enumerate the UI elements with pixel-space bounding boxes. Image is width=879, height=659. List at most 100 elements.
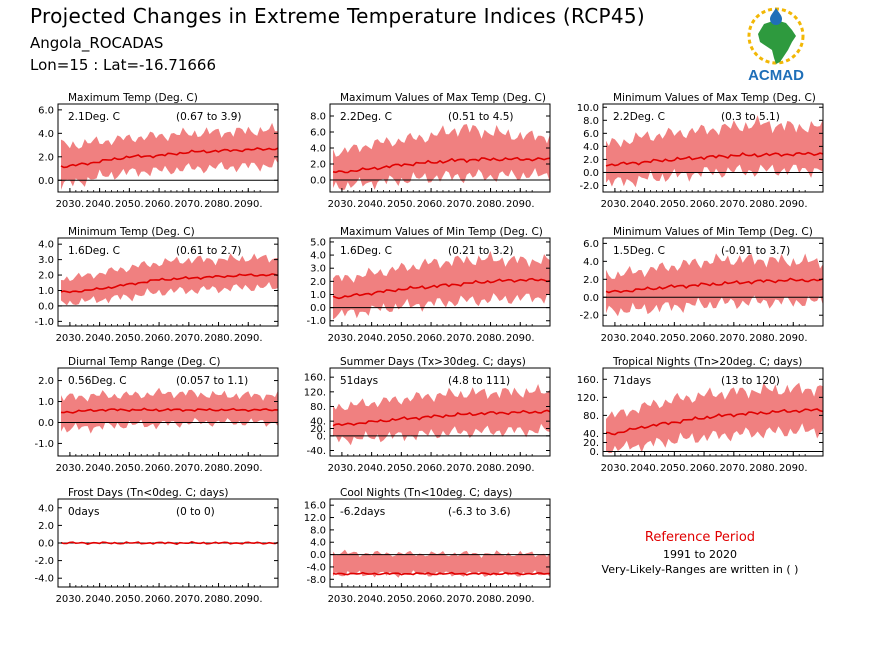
- x-tick-label: 2080.: [204, 199, 233, 210]
- change-value-label: 2.2Deg. C: [340, 111, 392, 123]
- x-tick-label: 2080.: [749, 199, 778, 210]
- reference-period-years: 1991 to 2020: [662, 548, 738, 561]
- uncertainty-band: [606, 382, 823, 454]
- x-tick-label: 2040.: [630, 333, 659, 344]
- x-tick-label: 2030.: [56, 463, 85, 474]
- y-tick-label: 40.: [583, 429, 599, 440]
- plot-frame: [57, 367, 279, 457]
- x-tick-label: 2050.: [115, 199, 144, 210]
- x-tick-label: 2030.: [328, 594, 357, 605]
- plot-frame: [602, 103, 824, 193]
- very-likely-range-label: (0.67 to 3.9): [176, 111, 242, 123]
- x-tick-label: 2050.: [115, 333, 144, 344]
- x-tick-label: 2050.: [660, 199, 689, 210]
- x-tick-label: 2060.: [145, 333, 174, 344]
- chart-panel-2: 8.0 6.0 4.0 2.0 0.0 2030. 2040. 2050. 2060. 2070.…: [310, 92, 551, 210]
- x-tick-label: 2060.: [417, 333, 446, 344]
- y-tick-label: 0.0: [38, 539, 54, 550]
- x-tick-label: 2050.: [387, 594, 416, 605]
- y-tick-label: 0.0: [310, 303, 326, 314]
- change-value-label: -6.2days: [340, 506, 385, 518]
- y-tick-label: 0.0: [583, 168, 599, 179]
- y-tick-label: 2.0: [38, 271, 54, 282]
- y-tick-label: 12.0: [304, 513, 326, 524]
- acmad-logo: ACMAD: [747, 7, 805, 84]
- y-tick-label: 0.0: [38, 418, 54, 429]
- x-tick-label: 2080.: [476, 199, 505, 210]
- median-change-line: [332, 156, 551, 174]
- x-tick-label: 2060.: [145, 199, 174, 210]
- change-value-label: 2.1Deg. C: [68, 111, 120, 123]
- y-tick-label: 0.0: [38, 176, 54, 187]
- plot-frame: [57, 237, 279, 327]
- plot-frame: [329, 367, 551, 457]
- y-tick-label: 3.0: [310, 264, 326, 275]
- change-value-label: 51days: [340, 375, 378, 387]
- water-drop-icon: [770, 8, 782, 25]
- y-tick-label: -2.0: [579, 311, 599, 322]
- very-likely-range-label: (0.3 to 5.1): [721, 111, 780, 123]
- x-tick-label: 2090.: [779, 199, 808, 210]
- y-tick-label: 1.0: [310, 290, 326, 301]
- chart-title: Maximum Values of Max Temp (Deg. C): [340, 92, 546, 104]
- x-tick-label: 2080.: [476, 463, 505, 474]
- y-tick-label: 1.0: [38, 286, 54, 297]
- x-tick-label: 2090.: [234, 333, 263, 344]
- x-tick-label: 2060.: [690, 333, 719, 344]
- very-likely-range-label: (0.057 to 1.1): [176, 375, 248, 387]
- y-tick-label: -40.: [306, 446, 326, 457]
- y-tick-label: 2.0: [310, 160, 326, 171]
- chart-title: Minimum Values of Min Temp (Deg. C): [613, 226, 813, 238]
- y-tick-label: 4.0: [38, 503, 54, 514]
- very-likely-range-label: (0.21 to 3.2): [448, 245, 514, 257]
- y-tick-label: 6.0: [310, 128, 326, 139]
- y-tick-label: 6.0: [38, 105, 54, 116]
- y-tick-label: 10.0: [577, 103, 599, 114]
- y-tick-label: 4.0: [583, 257, 599, 268]
- y-tick-label: 0.0: [583, 293, 599, 304]
- x-tick-label: 2060.: [145, 463, 174, 474]
- change-value-label: 1.5Deg. C: [613, 245, 665, 257]
- chart-title: Minimum Values of Max Temp (Deg. C): [613, 92, 816, 104]
- figure-title: Projected Changes in Extreme Temperature…: [30, 4, 646, 28]
- x-tick-label: 2080.: [476, 594, 505, 605]
- x-tick-label: 2060.: [417, 463, 446, 474]
- x-tick-label: 2030.: [328, 333, 357, 344]
- x-tick-label: 2070.: [719, 333, 748, 344]
- median-change-line: [332, 277, 551, 300]
- x-tick-label: 2060.: [690, 463, 719, 474]
- y-tick-label: 160.: [577, 375, 599, 386]
- uncertainty-band: [333, 124, 550, 191]
- x-tick-label: 2080.: [204, 463, 233, 474]
- africa-map-icon: [758, 20, 796, 64]
- y-tick-label: 0.0: [310, 176, 326, 187]
- median-change-line: [605, 151, 824, 167]
- x-tick-label: 2040.: [357, 594, 386, 605]
- x-tick-label: 2090.: [506, 594, 535, 605]
- x-tick-label: 2090.: [779, 463, 808, 474]
- x-tick-label: 2090.: [779, 333, 808, 344]
- x-tick-label: 2040.: [357, 333, 386, 344]
- change-value-label: 0.56Deg. C: [68, 375, 127, 387]
- y-tick-label: 80.: [310, 402, 326, 413]
- change-value-label: 1.6Deg. C: [68, 245, 120, 257]
- x-tick-label: 2070.: [446, 333, 475, 344]
- very-likely-range-label: (0 to 0): [176, 506, 215, 518]
- y-tick-label: 0.: [589, 447, 599, 458]
- change-value-label: 2.2Deg. C: [613, 111, 665, 123]
- y-tick-label: 8.0: [310, 525, 326, 536]
- y-tick-label: 120.: [304, 387, 326, 398]
- chart-panel-1: 6.0 4.0 2.0 0.0 2030. 2040. 2050. 2060. 2070. 208…: [38, 92, 279, 210]
- x-tick-label: 2040.: [85, 199, 114, 210]
- x-tick-label: 2050.: [387, 333, 416, 344]
- x-tick-label: 2090.: [234, 594, 263, 605]
- very-likely-range-label: (4.8 to 111): [448, 375, 510, 387]
- x-tick-label: 2080.: [749, 333, 778, 344]
- y-tick-label: -4.0: [34, 574, 54, 585]
